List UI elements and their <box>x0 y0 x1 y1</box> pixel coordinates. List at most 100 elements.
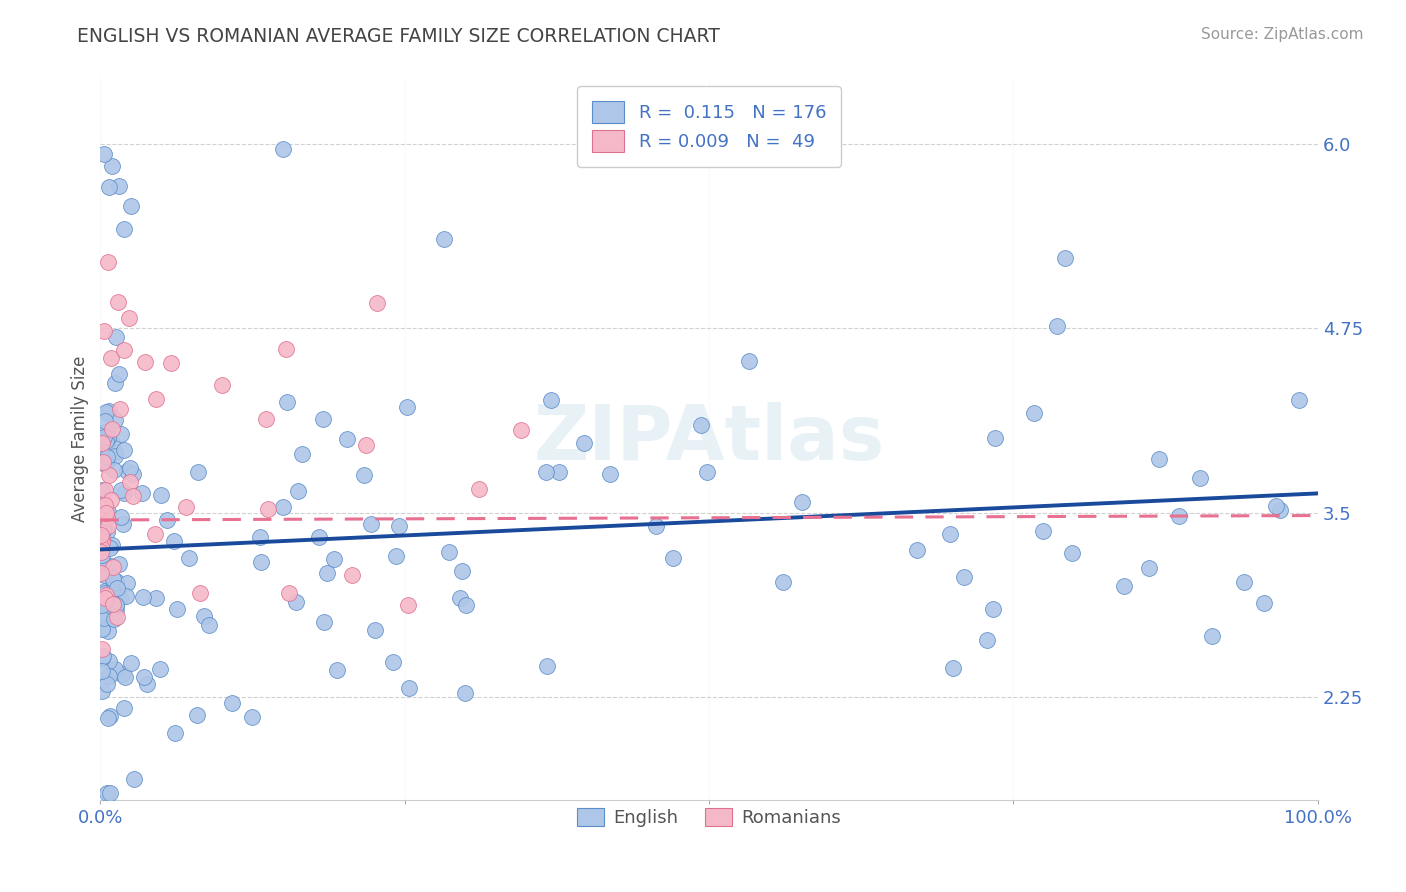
Point <box>94 483 117 497</box>
Point <box>107 179 129 194</box>
Point <box>312 615 335 629</box>
Point <box>360 516 382 531</box>
Point <box>93 147 115 161</box>
Point <box>131 486 153 500</box>
Point <box>112 701 135 715</box>
Point <box>396 400 419 414</box>
Point <box>134 355 156 369</box>
Point <box>104 413 127 427</box>
Point <box>96 786 118 800</box>
Point <box>1253 596 1275 610</box>
Point <box>221 696 243 710</box>
Point <box>94 414 117 428</box>
Point <box>104 603 127 617</box>
Point <box>101 159 124 173</box>
Point <box>540 393 562 408</box>
Point <box>548 465 571 479</box>
Point <box>1264 499 1286 513</box>
Text: ZIPAtlas: ZIPAtlas <box>533 401 884 475</box>
Point <box>105 330 128 344</box>
Point <box>108 367 131 381</box>
Point <box>108 557 131 571</box>
Point <box>354 438 377 452</box>
Point <box>276 395 298 409</box>
Point <box>287 483 309 498</box>
Point <box>98 468 121 483</box>
Point <box>381 655 404 669</box>
Point <box>104 376 127 390</box>
Point <box>111 666 134 681</box>
Point <box>98 180 121 194</box>
Point <box>132 670 155 684</box>
Point <box>250 555 273 569</box>
Point <box>277 586 299 600</box>
Point <box>273 142 295 156</box>
Point <box>114 590 136 604</box>
Point <box>97 404 120 418</box>
Point <box>449 591 471 606</box>
Point <box>90 621 112 635</box>
Point <box>115 464 138 478</box>
Text: ENGLISH VS ROMANIAN AVERAGE FAMILY SIZE CORRELATION CHART: ENGLISH VS ROMANIAN AVERAGE FAMILY SIZE … <box>77 27 720 45</box>
Point <box>122 772 145 787</box>
Point <box>107 294 129 309</box>
Point <box>112 516 135 531</box>
Text: Source: ZipAtlas.com: Source: ZipAtlas.com <box>1201 27 1364 42</box>
Point <box>101 436 124 450</box>
Point <box>97 432 120 446</box>
Point <box>737 354 759 368</box>
Point <box>96 525 118 540</box>
Point <box>98 654 121 668</box>
Point <box>211 378 233 392</box>
Point <box>90 622 112 636</box>
Point <box>149 662 172 676</box>
Y-axis label: Average Family Size: Average Family Size <box>72 356 89 522</box>
Point <box>103 597 125 611</box>
Point <box>97 711 120 725</box>
Point <box>122 467 145 481</box>
Point <box>104 444 127 458</box>
Point <box>174 500 197 515</box>
Point <box>104 598 127 612</box>
Point <box>94 584 117 599</box>
Point <box>90 528 112 542</box>
Point <box>100 583 122 598</box>
Point <box>104 449 127 463</box>
Point <box>336 432 359 446</box>
Point <box>276 342 298 356</box>
Point <box>938 527 960 541</box>
Point <box>91 524 114 538</box>
Point <box>91 548 114 562</box>
Point <box>100 493 122 508</box>
Point <box>93 611 115 625</box>
Point <box>1147 451 1170 466</box>
Point <box>94 498 117 512</box>
Point <box>96 677 118 691</box>
Point <box>451 564 474 578</box>
Point <box>163 726 186 740</box>
Point <box>166 602 188 616</box>
Point <box>93 430 115 444</box>
Point <box>96 588 118 602</box>
Point <box>1053 251 1076 265</box>
Point <box>96 510 118 524</box>
Point <box>1137 561 1160 575</box>
Point <box>98 541 121 555</box>
Point <box>118 311 141 326</box>
Point <box>101 590 124 604</box>
Point <box>193 608 215 623</box>
Point <box>114 670 136 684</box>
Point <box>163 534 186 549</box>
Point <box>112 222 135 236</box>
Point <box>160 356 183 370</box>
Point <box>534 466 557 480</box>
Point <box>93 521 115 535</box>
Point <box>90 545 112 559</box>
Point <box>93 594 115 608</box>
Point <box>1233 575 1256 590</box>
Point <box>145 591 167 606</box>
Point <box>91 650 114 665</box>
Point <box>145 392 167 407</box>
Point <box>1046 318 1069 333</box>
Point <box>249 530 271 544</box>
